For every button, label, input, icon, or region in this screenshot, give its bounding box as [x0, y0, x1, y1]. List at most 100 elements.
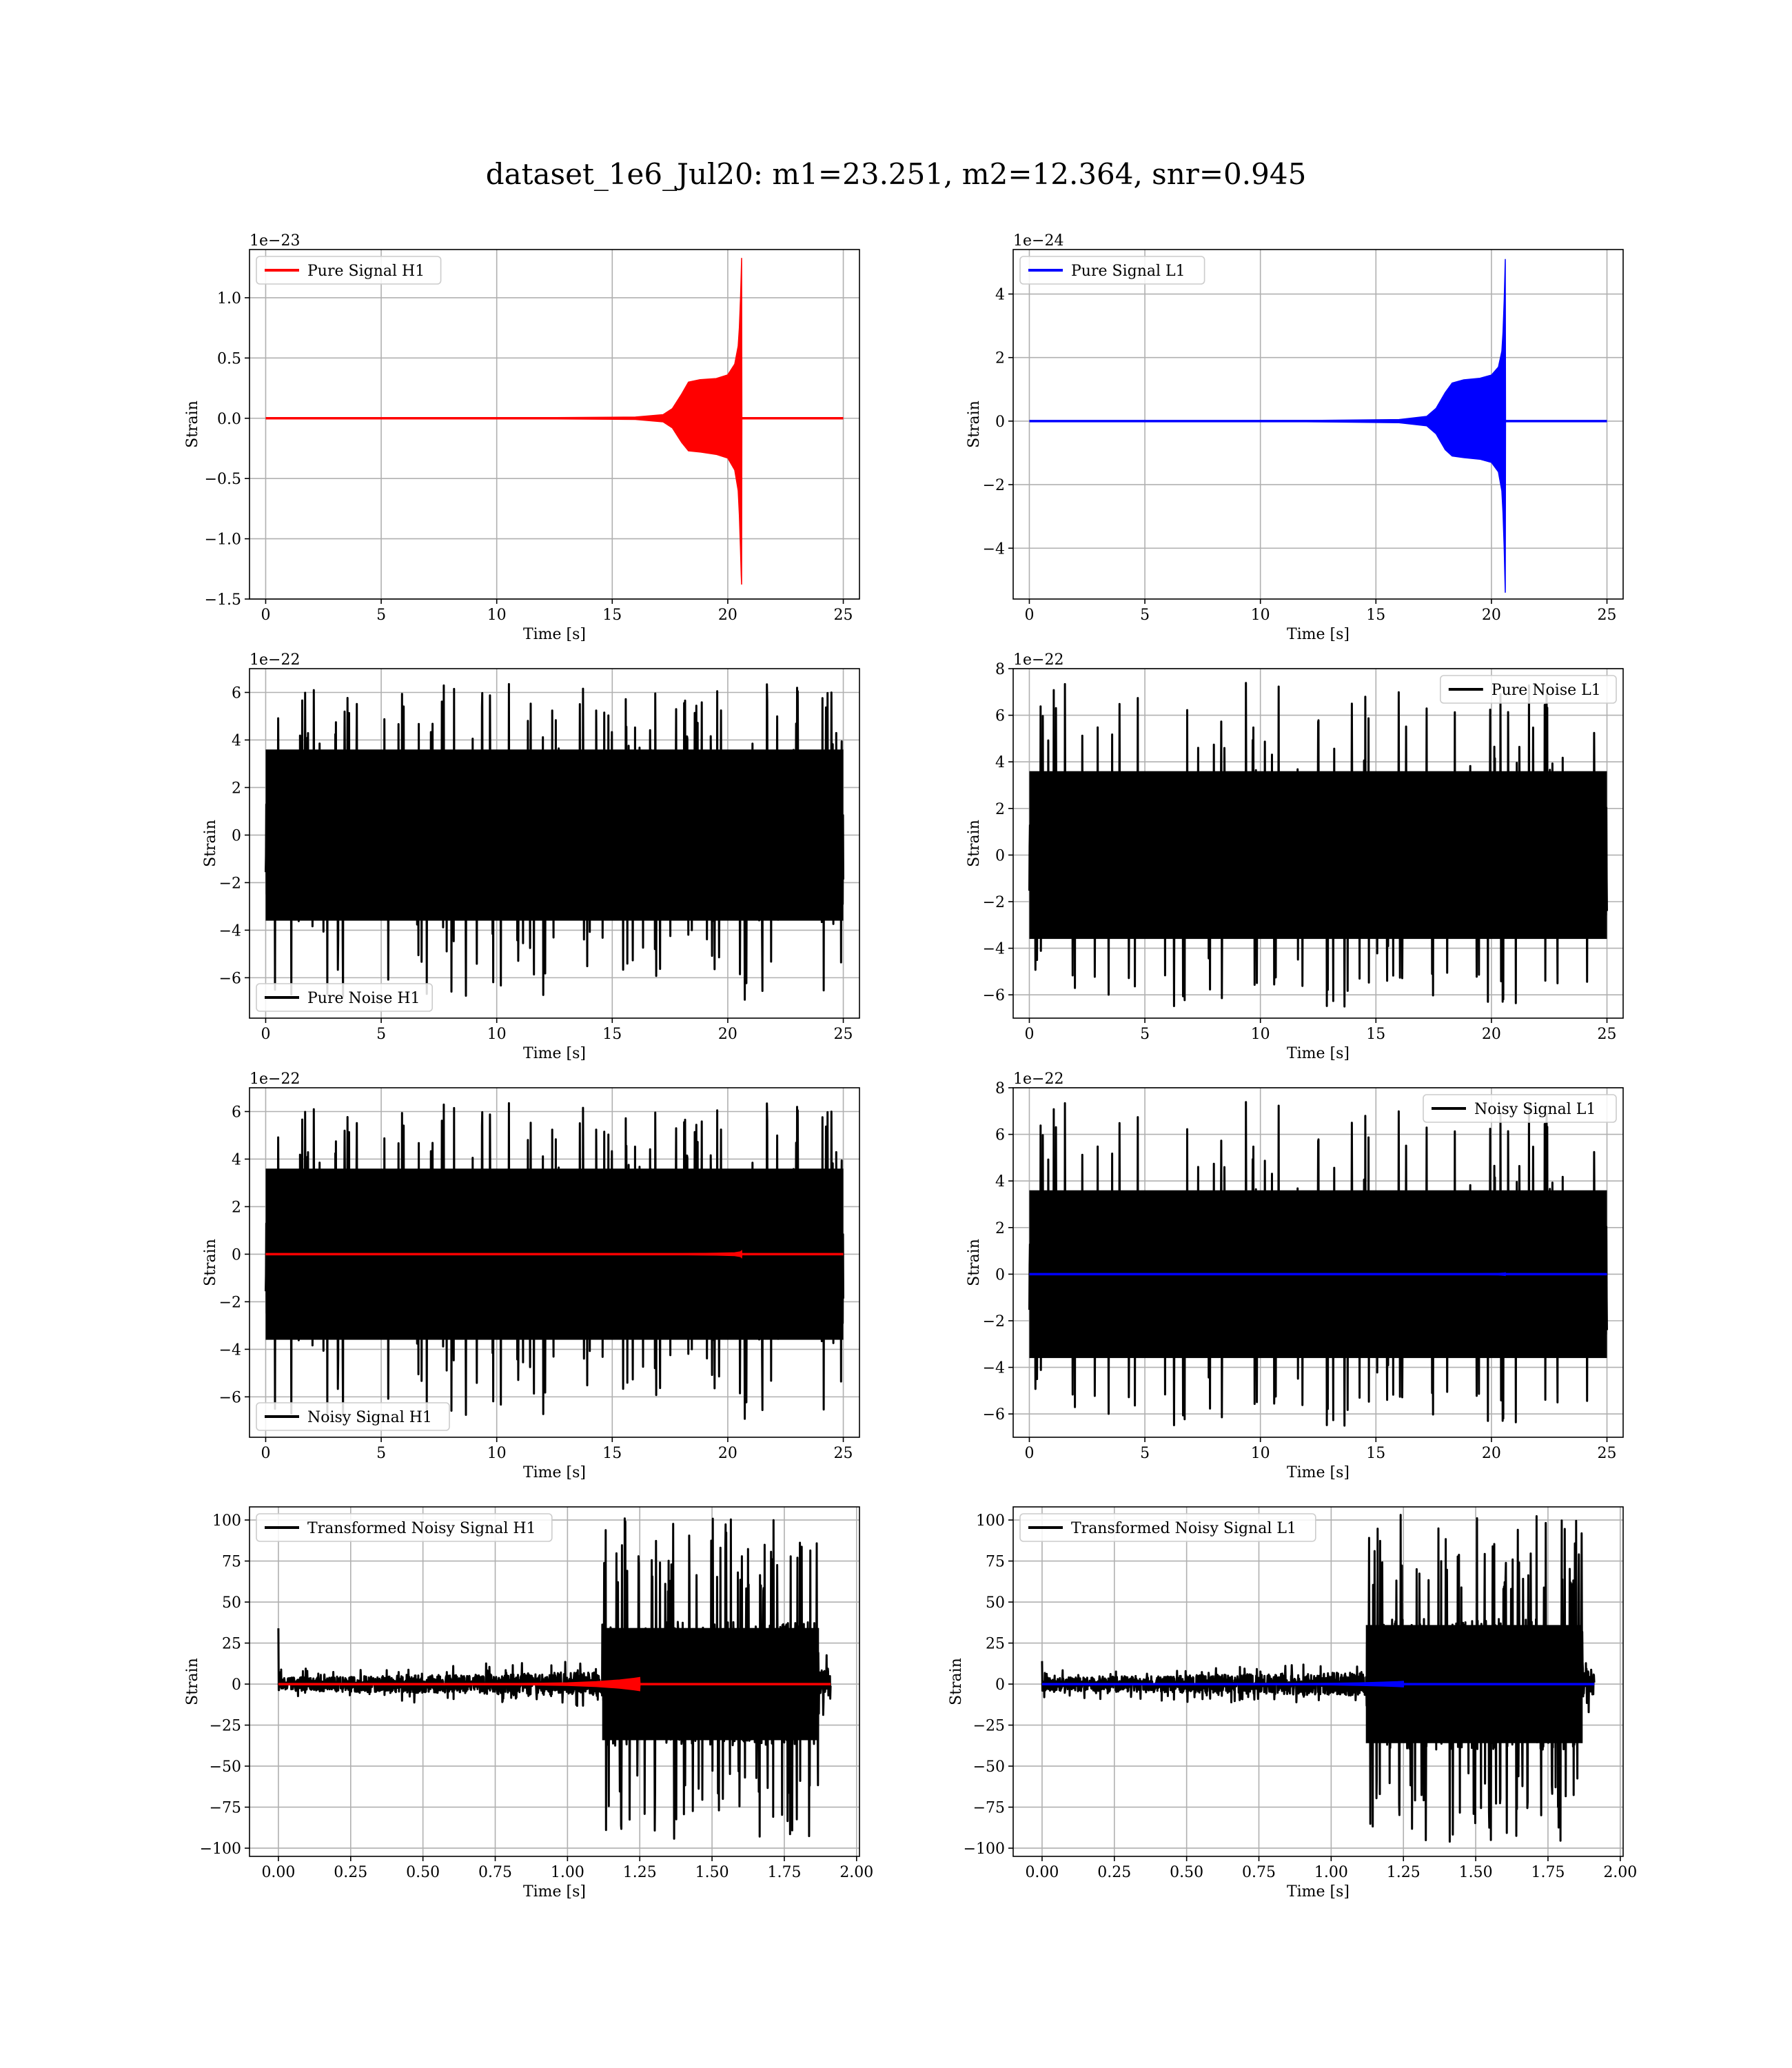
x-tick-label: 0.50 [1170, 1864, 1203, 1881]
y-tick-label: 2 [995, 1220, 1005, 1237]
x-axis-label: Time [s] [1287, 1045, 1350, 1062]
x-tick-label: 15 [602, 1026, 622, 1043]
x-tick-label: 0.00 [261, 1864, 295, 1881]
x-tick-label: 25 [834, 607, 853, 624]
x-tick-label: 25 [834, 1445, 853, 1462]
x-tick-label: 20 [718, 1026, 737, 1043]
x-tick-label: 0.50 [406, 1864, 440, 1881]
y-tick-label: 1.0 [217, 290, 241, 307]
subplot-transformed-noisy-signal-h1: 0.00 0.25 0.50 0.75 1.00 1.25 1.50 1.75 2.00 −100… [184, 1506, 873, 1900]
x-tick-label: 0.25 [1097, 1864, 1131, 1881]
series-line-0 [1028, 682, 1608, 1008]
x-tick-label: 5 [1140, 607, 1150, 624]
legend: Transformed Noisy Signal L1 [1019, 1513, 1316, 1542]
x-tick-label: 1.25 [1387, 1864, 1421, 1881]
y-tick-label: −4 [983, 540, 1005, 558]
x-tick-label: 2.00 [1603, 1864, 1637, 1881]
y-tick-label: 6 [995, 708, 1005, 725]
y-tick-label: 6 [232, 1104, 241, 1121]
y-tick-label: −100 [200, 1841, 241, 1858]
y-tick-label: −100 [964, 1841, 1005, 1858]
y-tick-label: 25 [986, 1636, 1005, 1653]
y-tick-label: −4 [983, 941, 1005, 958]
x-tick-label: 15 [1366, 1026, 1385, 1043]
data-layer [265, 682, 844, 1001]
y-tick-label: 25 [222, 1636, 241, 1653]
x-tick-label: 1.50 [695, 1864, 729, 1881]
axes-frame [249, 249, 860, 600]
y-axis-label: Strain [948, 1658, 965, 1705]
legend: Pure Noise L1 [1440, 675, 1617, 704]
legend-label: Noisy Signal L1 [1474, 1101, 1596, 1118]
x-tick-label: 1.75 [767, 1864, 801, 1881]
y-tick-label: 2 [232, 1199, 241, 1216]
legend-label: Pure Noise H1 [307, 990, 420, 1007]
y-tick-label: 0.5 [217, 350, 241, 367]
y-axis-label: Strain [184, 401, 201, 448]
plot-area [250, 250, 859, 599]
y-axis-label: Strain [202, 820, 219, 867]
series-envelope-0 [265, 258, 844, 585]
data-layer [265, 1102, 844, 1420]
data-layer [1028, 1101, 1608, 1427]
y-tick-label: 0 [995, 414, 1005, 431]
x-tick-label: 0.75 [1242, 1864, 1276, 1881]
axes-frame [1012, 249, 1624, 600]
y-tick-label: 0 [995, 847, 1005, 864]
subplot-pure-noise-l1: 0 5 10 15 20 25 −6 −4 −2 0 2 4 6 8 1e−22 Time [s] Strain… [966, 651, 1624, 1062]
subplot-pure-signal-l1: 0 5 10 15 20 25 −4 −2 0 2 4 1e−24 Time [s] Strain Pure… [966, 232, 1624, 643]
y-tick-label: −2 [219, 1294, 241, 1311]
y-tick-label: −2 [983, 477, 1005, 494]
legend-box [1019, 1513, 1316, 1542]
subplot-pure-noise-h1: 0 5 10 15 20 25 −6 −4 −2 0 2 4 6 1e−22 Time [s] Strain P… [202, 651, 860, 1062]
y-tick-label: 4 [995, 1173, 1005, 1190]
x-tick-label: 0 [261, 1445, 270, 1462]
x-tick-label: 0.75 [478, 1864, 512, 1881]
legend-box [256, 1402, 450, 1431]
y-tick-label: −2 [983, 1313, 1005, 1330]
offset-text: 1e−24 [1013, 232, 1063, 250]
y-tick-label: 4 [995, 287, 1005, 304]
y-tick-label: −25 [973, 1718, 1005, 1735]
series-line-0 [265, 1102, 844, 1420]
x-tick-label: 20 [718, 1445, 737, 1462]
x-tick-label: 20 [1482, 1445, 1501, 1462]
x-tick-label: 0 [1024, 1445, 1034, 1462]
subplot-noisy-signal-l1: 0 5 10 15 20 25 −6 −4 −2 0 2 4 6 8 1e−22 Time [s] Strain… [966, 1071, 1624, 1481]
legend-box [256, 1513, 553, 1542]
plot-area [1013, 250, 1623, 599]
x-tick-label: 0.00 [1025, 1864, 1059, 1881]
y-tick-label: −25 [210, 1718, 241, 1735]
y-tick-label: 0 [995, 1266, 1005, 1284]
x-tick-label: 5 [376, 1445, 386, 1462]
x-tick-label: 5 [1140, 1026, 1150, 1043]
y-tick-label: −0.5 [205, 471, 241, 488]
legend-box [1019, 256, 1205, 285]
y-tick-label: −1.0 [205, 531, 241, 549]
x-tick-label: 0.25 [334, 1864, 367, 1881]
y-tick-label: −50 [973, 1758, 1005, 1776]
y-tick-label: 0.0 [217, 411, 241, 428]
x-axis-label: Time [s] [1287, 1464, 1350, 1481]
y-tick-label: 100 [976, 1512, 1005, 1530]
legend-box [1423, 1094, 1617, 1123]
x-tick-label: 20 [718, 607, 737, 624]
y-tick-label: 4 [995, 754, 1005, 771]
x-tick-label: 10 [1251, 607, 1270, 624]
legend-label: Transformed Noisy Signal H1 [307, 1520, 536, 1537]
y-tick-label: −6 [219, 970, 241, 987]
x-tick-label: 1.00 [551, 1864, 584, 1881]
x-tick-label: 0 [261, 607, 270, 624]
y-tick-label: −2 [983, 894, 1005, 911]
y-tick-label: 6 [232, 685, 241, 702]
y-axis-label: Strain [966, 1239, 983, 1286]
y-tick-label: −75 [210, 1800, 241, 1817]
x-axis-label: Time [s] [1287, 1883, 1350, 1900]
subplot-noisy-signal-h1: 0 5 10 15 20 25 −6 −4 −2 0 2 4 6 1e−22 Time [s] Strain N… [202, 1071, 860, 1481]
y-tick-label: 8 [995, 1080, 1005, 1097]
series-line-0 [265, 682, 844, 1001]
legend-label: Pure Signal L1 [1071, 263, 1185, 280]
series-envelope-0 [1029, 258, 1607, 593]
